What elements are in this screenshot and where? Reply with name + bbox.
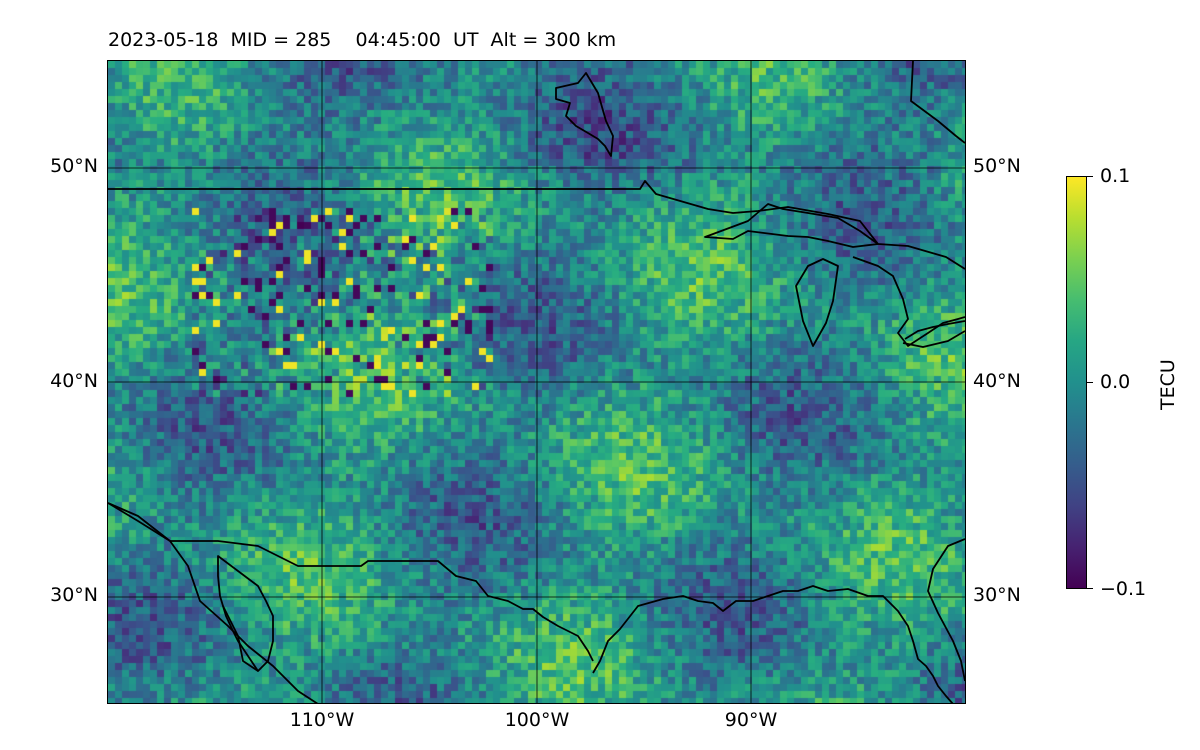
lake-erie <box>904 320 965 340</box>
colorbar <box>1066 176 1087 589</box>
lon-label-100: 100°W <box>504 709 570 731</box>
map-title: 2023-05-18 MID = 285 04:45:00 UT Alt = 3… <box>108 29 617 51</box>
border-us-canada <box>108 180 965 270</box>
mexico-inland-coast <box>222 605 259 672</box>
colorbar-label-zero: 0.0 <box>1100 371 1131 393</box>
coast-north-west <box>555 72 614 157</box>
lake-michigan <box>795 258 839 347</box>
colorbar-tick-zero <box>1087 382 1093 383</box>
coastlines <box>108 61 965 704</box>
coast-north-east <box>910 61 965 144</box>
lat-label-left-40: 40°N <box>50 370 98 392</box>
lake-erie-south <box>902 330 965 348</box>
tec-map <box>108 61 965 704</box>
lon-label-90: 90°W <box>724 709 778 731</box>
lat-label-right-50: 50°N <box>973 155 1021 177</box>
lake-huron <box>852 256 965 347</box>
map-overlay <box>108 61 965 704</box>
gridlines <box>108 61 965 704</box>
lat-label-right-40: 40°N <box>973 370 1021 392</box>
colorbar-label-max: 0.1 <box>1100 165 1131 187</box>
mexico-west-coast <box>108 502 319 704</box>
colorbar-label-min: −0.1 <box>1100 578 1147 600</box>
border-us-mexico <box>108 502 594 662</box>
colorbar-tick-min <box>1087 588 1093 589</box>
lat-label-right-30: 30°N <box>973 584 1021 606</box>
colorbar-title: TECU <box>1157 359 1179 410</box>
lon-label-110: 110°W <box>289 709 355 731</box>
gulf-coast <box>592 585 954 704</box>
florida-coast <box>927 538 965 682</box>
lat-label-left-30: 30°N <box>50 584 98 606</box>
lake-superior <box>704 203 879 248</box>
lat-label-left-50: 50°N <box>50 155 98 177</box>
colorbar-tick-max <box>1087 176 1093 177</box>
